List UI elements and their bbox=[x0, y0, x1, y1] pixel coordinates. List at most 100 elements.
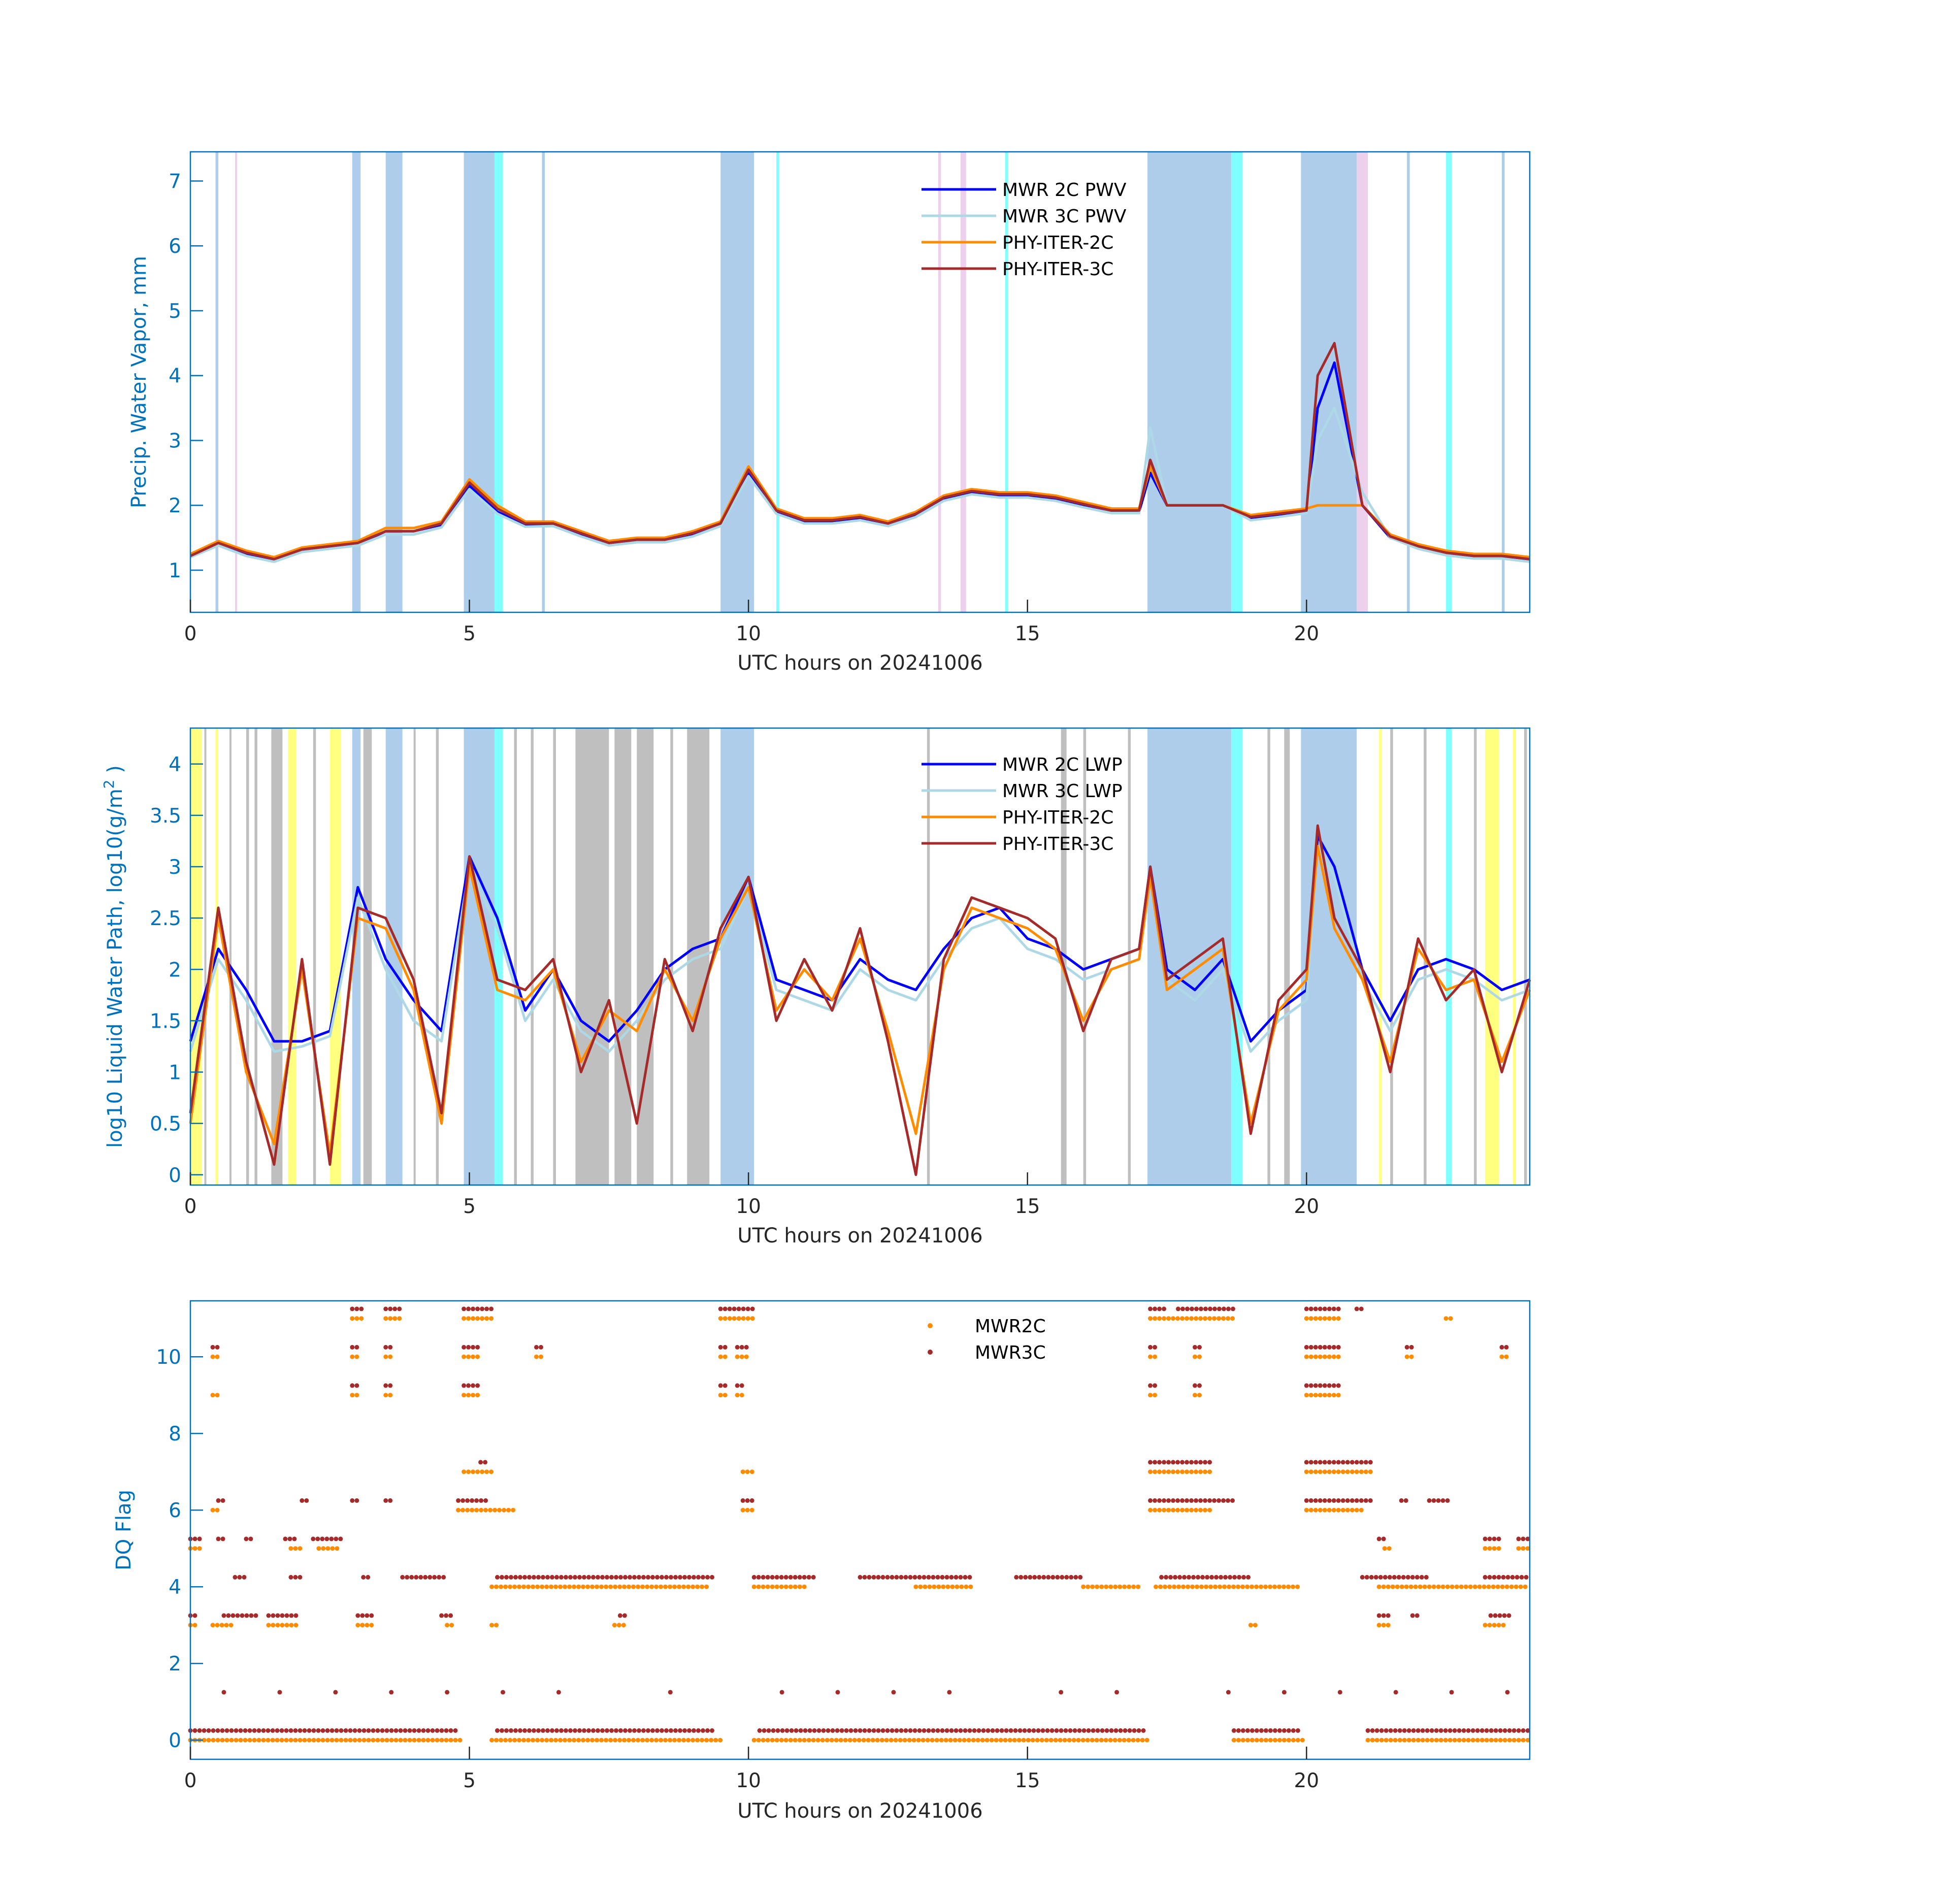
dq-point-mwr3c bbox=[192, 1613, 198, 1618]
x-tick-label: 15 bbox=[1015, 622, 1040, 645]
dq-point-mwr2c bbox=[526, 1737, 531, 1743]
dq-point-mwr3c bbox=[500, 1574, 504, 1580]
dq-point-mwr2c bbox=[1148, 1469, 1153, 1474]
dq-point-mwr3c bbox=[470, 1498, 475, 1503]
dq-point-mwr3c bbox=[949, 1574, 954, 1580]
dq-point-mwr3c bbox=[867, 1574, 872, 1580]
dq-point-mwr2c bbox=[421, 1737, 426, 1743]
dq-point-mwr3c bbox=[1141, 1728, 1146, 1733]
dq-point-mwr2c bbox=[875, 1737, 880, 1743]
dq-point-mwr3c bbox=[1327, 1498, 1332, 1503]
dq-point-mwr2c bbox=[1053, 1737, 1058, 1743]
dq-point-mwr2c bbox=[534, 1354, 539, 1359]
dq-point-mwr2c bbox=[918, 1584, 923, 1589]
dq-point-mwr3c bbox=[1059, 1690, 1064, 1695]
dq-point-mwr3c bbox=[1414, 1613, 1420, 1618]
dq-point-mwr2c bbox=[756, 1737, 761, 1743]
dq-point-mwr3c bbox=[1308, 1306, 1313, 1311]
dq-point-mwr2c bbox=[544, 1737, 549, 1743]
dq-point-mwr2c bbox=[939, 1737, 944, 1743]
dq-point-mwr2c bbox=[616, 1623, 621, 1628]
dq-point-mwr2c bbox=[741, 1316, 746, 1321]
dq-point-mwr2c bbox=[307, 1737, 312, 1743]
dq-point-mwr3c bbox=[917, 1574, 922, 1580]
dq-point-mwr3c bbox=[1308, 1383, 1313, 1388]
dq-point-mwr2c bbox=[1163, 1584, 1168, 1589]
legend-label: MWR 2C LWP bbox=[1002, 754, 1123, 775]
dq-point-mwr2c bbox=[453, 1737, 458, 1743]
legend: MWR 2C PWV MWR 3C PWV PHY-ITER-2C PHY-ITER-… bbox=[921, 180, 1127, 280]
dq-point-mwr2c bbox=[1461, 1737, 1466, 1743]
dq-point-mwr2c bbox=[1491, 1584, 1496, 1589]
dq-point-mwr3c bbox=[559, 1728, 564, 1733]
dq-point-mwr3c bbox=[1393, 1690, 1398, 1695]
dq-point-mwr2c bbox=[1295, 1737, 1300, 1743]
dq-point-mwr3c bbox=[483, 1460, 488, 1465]
dq-point-mwr3c bbox=[240, 1613, 245, 1618]
dq-point-mwr3c bbox=[921, 1574, 927, 1580]
dq-point-mwr2c bbox=[1300, 1737, 1305, 1743]
dq-point-mwr2c bbox=[740, 1507, 745, 1513]
dq-point-mwr3c bbox=[821, 1728, 826, 1733]
legend-label: PHY-ITER-2C bbox=[1002, 807, 1113, 828]
dq-point-mwr3c bbox=[1185, 1306, 1190, 1311]
dq-point-mwr3c bbox=[1424, 1574, 1429, 1580]
dq-point-mwr3c bbox=[1100, 1728, 1105, 1733]
dq-point-mwr3c bbox=[944, 1574, 949, 1580]
dq-point-mwr3c bbox=[425, 1728, 431, 1733]
dq-point-mwr2c bbox=[1153, 1469, 1158, 1474]
dq-point-mwr3c bbox=[1363, 1498, 1368, 1503]
dq-point-mwr3c bbox=[655, 1574, 660, 1580]
dq-point-mwr3c bbox=[750, 1306, 755, 1311]
dq-point-mwr2c bbox=[585, 1737, 590, 1743]
dq-point-mwr3c bbox=[206, 1728, 211, 1733]
dq-point-mwr3c bbox=[682, 1574, 687, 1580]
dq-point-mwr3c bbox=[1226, 1690, 1231, 1695]
dq-point-mwr2c bbox=[1376, 1584, 1381, 1589]
gray-flag-band bbox=[1128, 728, 1131, 1185]
dq-point-mwr3c bbox=[545, 1574, 550, 1580]
dq-point-mwr3c bbox=[1369, 1574, 1374, 1580]
dq-point-mwr3c bbox=[1045, 1728, 1050, 1733]
dq-point-mwr3c bbox=[1217, 1306, 1222, 1311]
dq-point-mwr3c bbox=[1177, 1574, 1182, 1580]
steelblue-flag-band bbox=[1502, 152, 1505, 612]
dq-point-mwr3c bbox=[1022, 1728, 1027, 1733]
dq-point-mwr2c bbox=[1203, 1316, 1208, 1321]
steelblue-flag-band bbox=[464, 152, 495, 612]
dq-point-mwr3c bbox=[1397, 1728, 1402, 1733]
dq-point-mwr2c bbox=[197, 1546, 202, 1551]
dq-point-mwr3c bbox=[1313, 1498, 1318, 1503]
dq-point-mwr3c bbox=[890, 1574, 895, 1580]
dq-point-mwr3c bbox=[839, 1728, 844, 1733]
dq-point-mwr2c bbox=[1313, 1354, 1318, 1359]
dq-point-mwr2c bbox=[1340, 1507, 1345, 1513]
dq-point-mwr2c bbox=[1331, 1469, 1336, 1474]
dq-point-mwr2c bbox=[1167, 1584, 1172, 1589]
dq-point-mwr2c bbox=[517, 1737, 522, 1743]
dq-point-mwr2c bbox=[989, 1737, 994, 1743]
dq-point-mwr3c bbox=[234, 1728, 239, 1733]
dq-point-mwr2c bbox=[1035, 1737, 1040, 1743]
dq-point-mwr2c bbox=[1007, 1737, 1012, 1743]
dq-point-mwr3c bbox=[541, 1728, 545, 1733]
y-tick-label: 4 bbox=[169, 1576, 181, 1599]
dq-point-mwr3c bbox=[1404, 1344, 1409, 1350]
dq-point-mwr3c bbox=[1499, 1344, 1504, 1350]
dq-point-mwr3c bbox=[1132, 1728, 1137, 1733]
dq-point-mwr2c bbox=[838, 1737, 843, 1743]
dq-point-mwr2c bbox=[1268, 1584, 1273, 1589]
cyan-flag-band bbox=[1005, 152, 1008, 612]
dq-point-mwr3c bbox=[641, 1728, 646, 1733]
dq-point-mwr3c bbox=[293, 1574, 298, 1580]
dq-point-mwr2c bbox=[1158, 1584, 1163, 1589]
dq-point-mwr3c bbox=[1023, 1574, 1028, 1580]
dq-point-mwr3c bbox=[1336, 1344, 1341, 1350]
dq-point-mwr3c bbox=[793, 1574, 798, 1580]
dq-point-mwr2c bbox=[321, 1546, 326, 1551]
dq-point-mwr3c bbox=[462, 1344, 467, 1350]
dq-point-mwr2c bbox=[1291, 1737, 1296, 1743]
dq-point-mwr2c bbox=[797, 1584, 802, 1589]
dq-point-mwr3c bbox=[1205, 1574, 1210, 1580]
dq-point-mwr2c bbox=[506, 1507, 511, 1513]
